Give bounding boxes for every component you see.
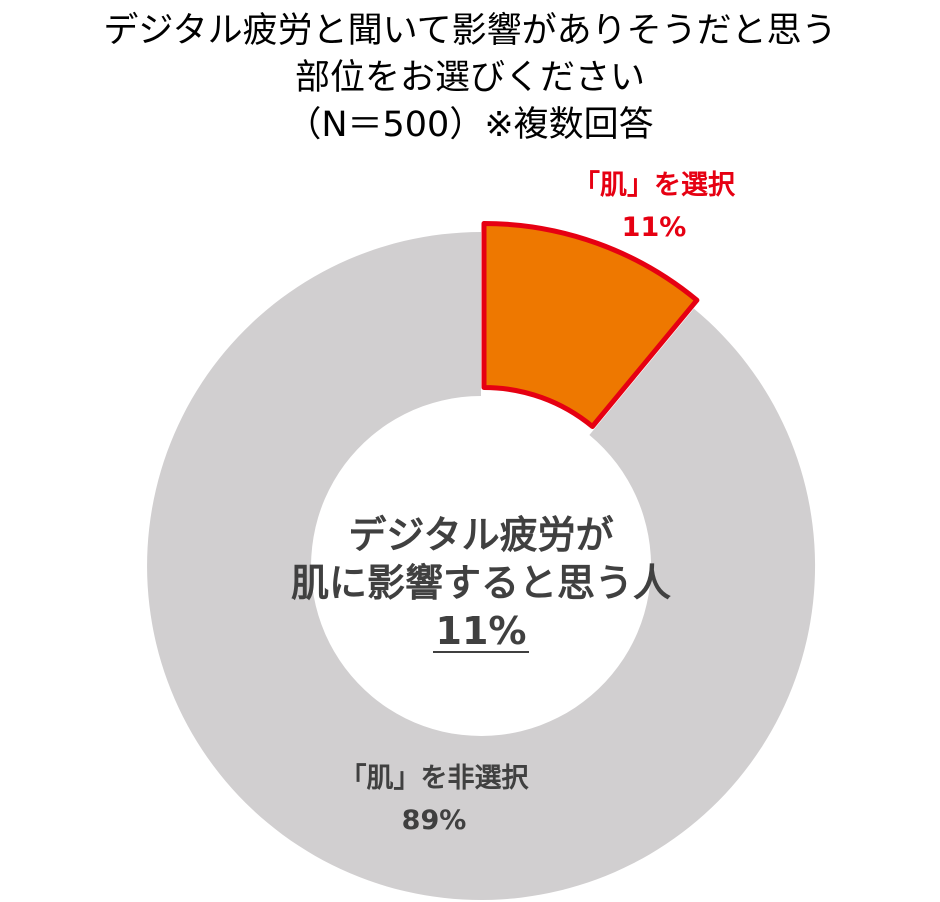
center-value: 11%: [436, 609, 527, 653]
slice-not-selected: [147, 232, 816, 900]
center-text-line-2: 肌に影響すると思う人: [291, 561, 671, 605]
value-label-not-selected: 89%: [402, 805, 467, 836]
label-selected-skin: 「肌」を選択: [573, 169, 736, 201]
chart-title: デジタル疲労と聞いて影響がありそうだと思う 部位をお選びください （N＝500）…: [0, 8, 940, 149]
label-not-selected: 「肌」を非選択: [340, 762, 530, 794]
slice-selected-skin: [481, 221, 700, 429]
title-line-2: 部位をお選びください: [294, 58, 645, 98]
title-line-3: （N＝500）※複数回答: [286, 105, 654, 145]
value-label-selected-skin: 11%: [622, 212, 687, 243]
center-text-line-1: デジタル疲労が: [348, 513, 613, 557]
title-line-1: デジタル疲労と聞いて影響がありそうだと思う: [103, 11, 837, 51]
